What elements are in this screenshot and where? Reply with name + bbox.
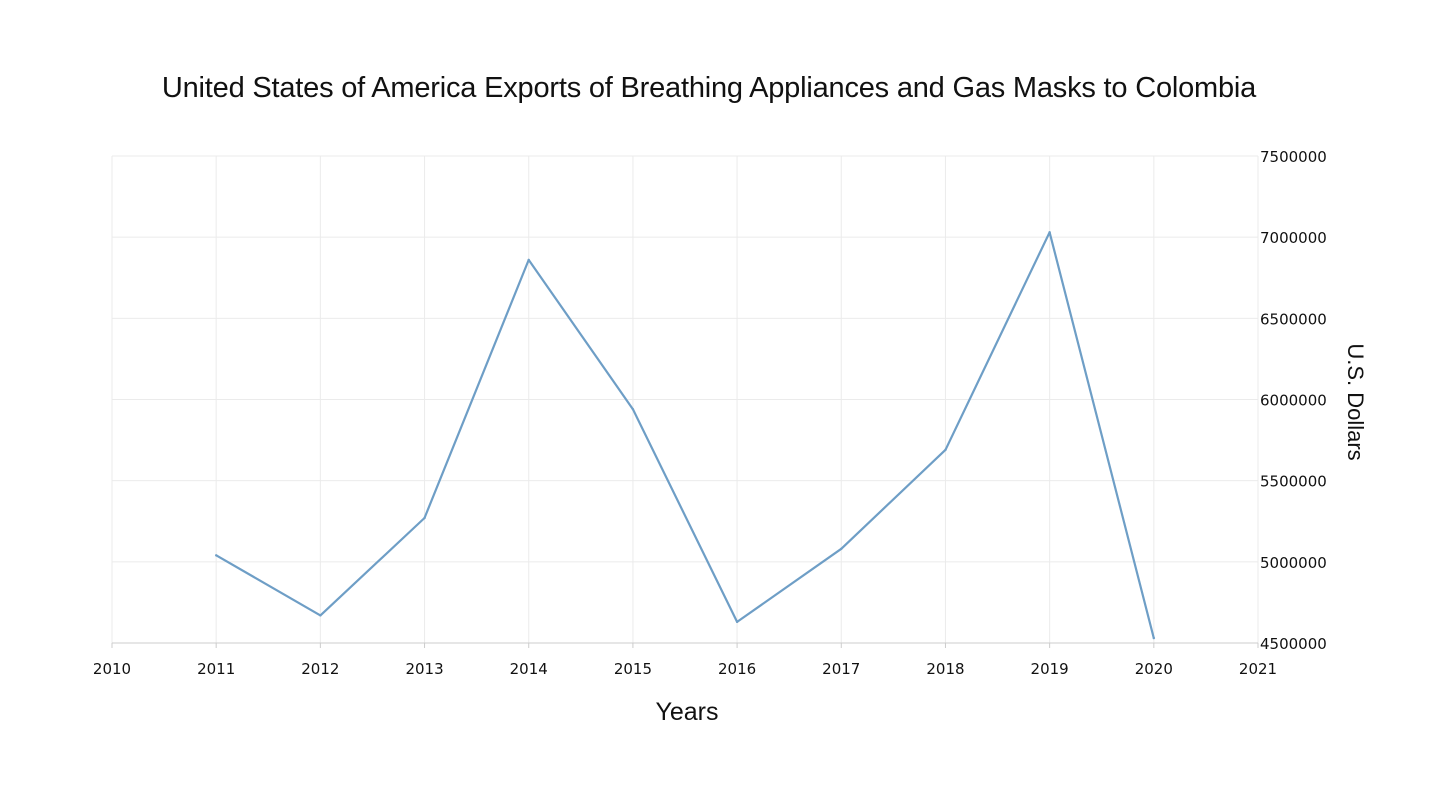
x-tick-label: 2010 xyxy=(93,660,131,678)
x-tick-label: 2012 xyxy=(301,660,339,678)
data-point xyxy=(214,554,218,557)
data-point xyxy=(527,258,530,262)
y-tick-label: 6500000 xyxy=(1260,310,1327,328)
x-tick-label: 2020 xyxy=(1135,660,1173,678)
chart-title: United States of America Exports of Brea… xyxy=(161,72,1257,104)
x-tick-label: 2019 xyxy=(1031,660,1069,678)
y-tick-label: 7000000 xyxy=(1260,229,1327,247)
data-point xyxy=(1152,636,1156,640)
x-tick-label: 2021 xyxy=(1239,660,1277,678)
y-axis-label: U.S. Dollars xyxy=(1343,343,1368,461)
data-point xyxy=(735,620,739,624)
x-tick-label: 2017 xyxy=(822,660,860,678)
x-tick-label: 2015 xyxy=(614,660,652,678)
y-tick-label: 6000000 xyxy=(1260,392,1327,410)
x-tick-label: 2011 xyxy=(197,660,235,678)
y-tick-label: 7500000 xyxy=(1260,148,1327,166)
x-axis-label: Years xyxy=(655,698,719,726)
data-point xyxy=(944,448,947,452)
data-point xyxy=(840,547,843,551)
axes xyxy=(111,642,1259,648)
data-point xyxy=(631,408,635,411)
data-point xyxy=(319,614,322,617)
series-line-0 xyxy=(215,231,1155,639)
data-point xyxy=(423,516,426,520)
x-tick-label: 2018 xyxy=(926,660,964,678)
x-tick-label: 2016 xyxy=(718,660,756,678)
x-tick-label: 2013 xyxy=(405,660,443,678)
y-tick-label: 5500000 xyxy=(1260,473,1327,491)
y-tick-label: 5000000 xyxy=(1260,554,1327,572)
y-tick-label: 4500000 xyxy=(1260,635,1327,653)
grid xyxy=(111,155,1259,644)
tick-labels: 2010 2011 2012 2013 2014 2015 2016 2017 2018 2019… xyxy=(93,148,1327,678)
series-layer xyxy=(214,231,1156,640)
data-point xyxy=(1048,231,1051,234)
x-tick-label: 2014 xyxy=(510,660,548,678)
